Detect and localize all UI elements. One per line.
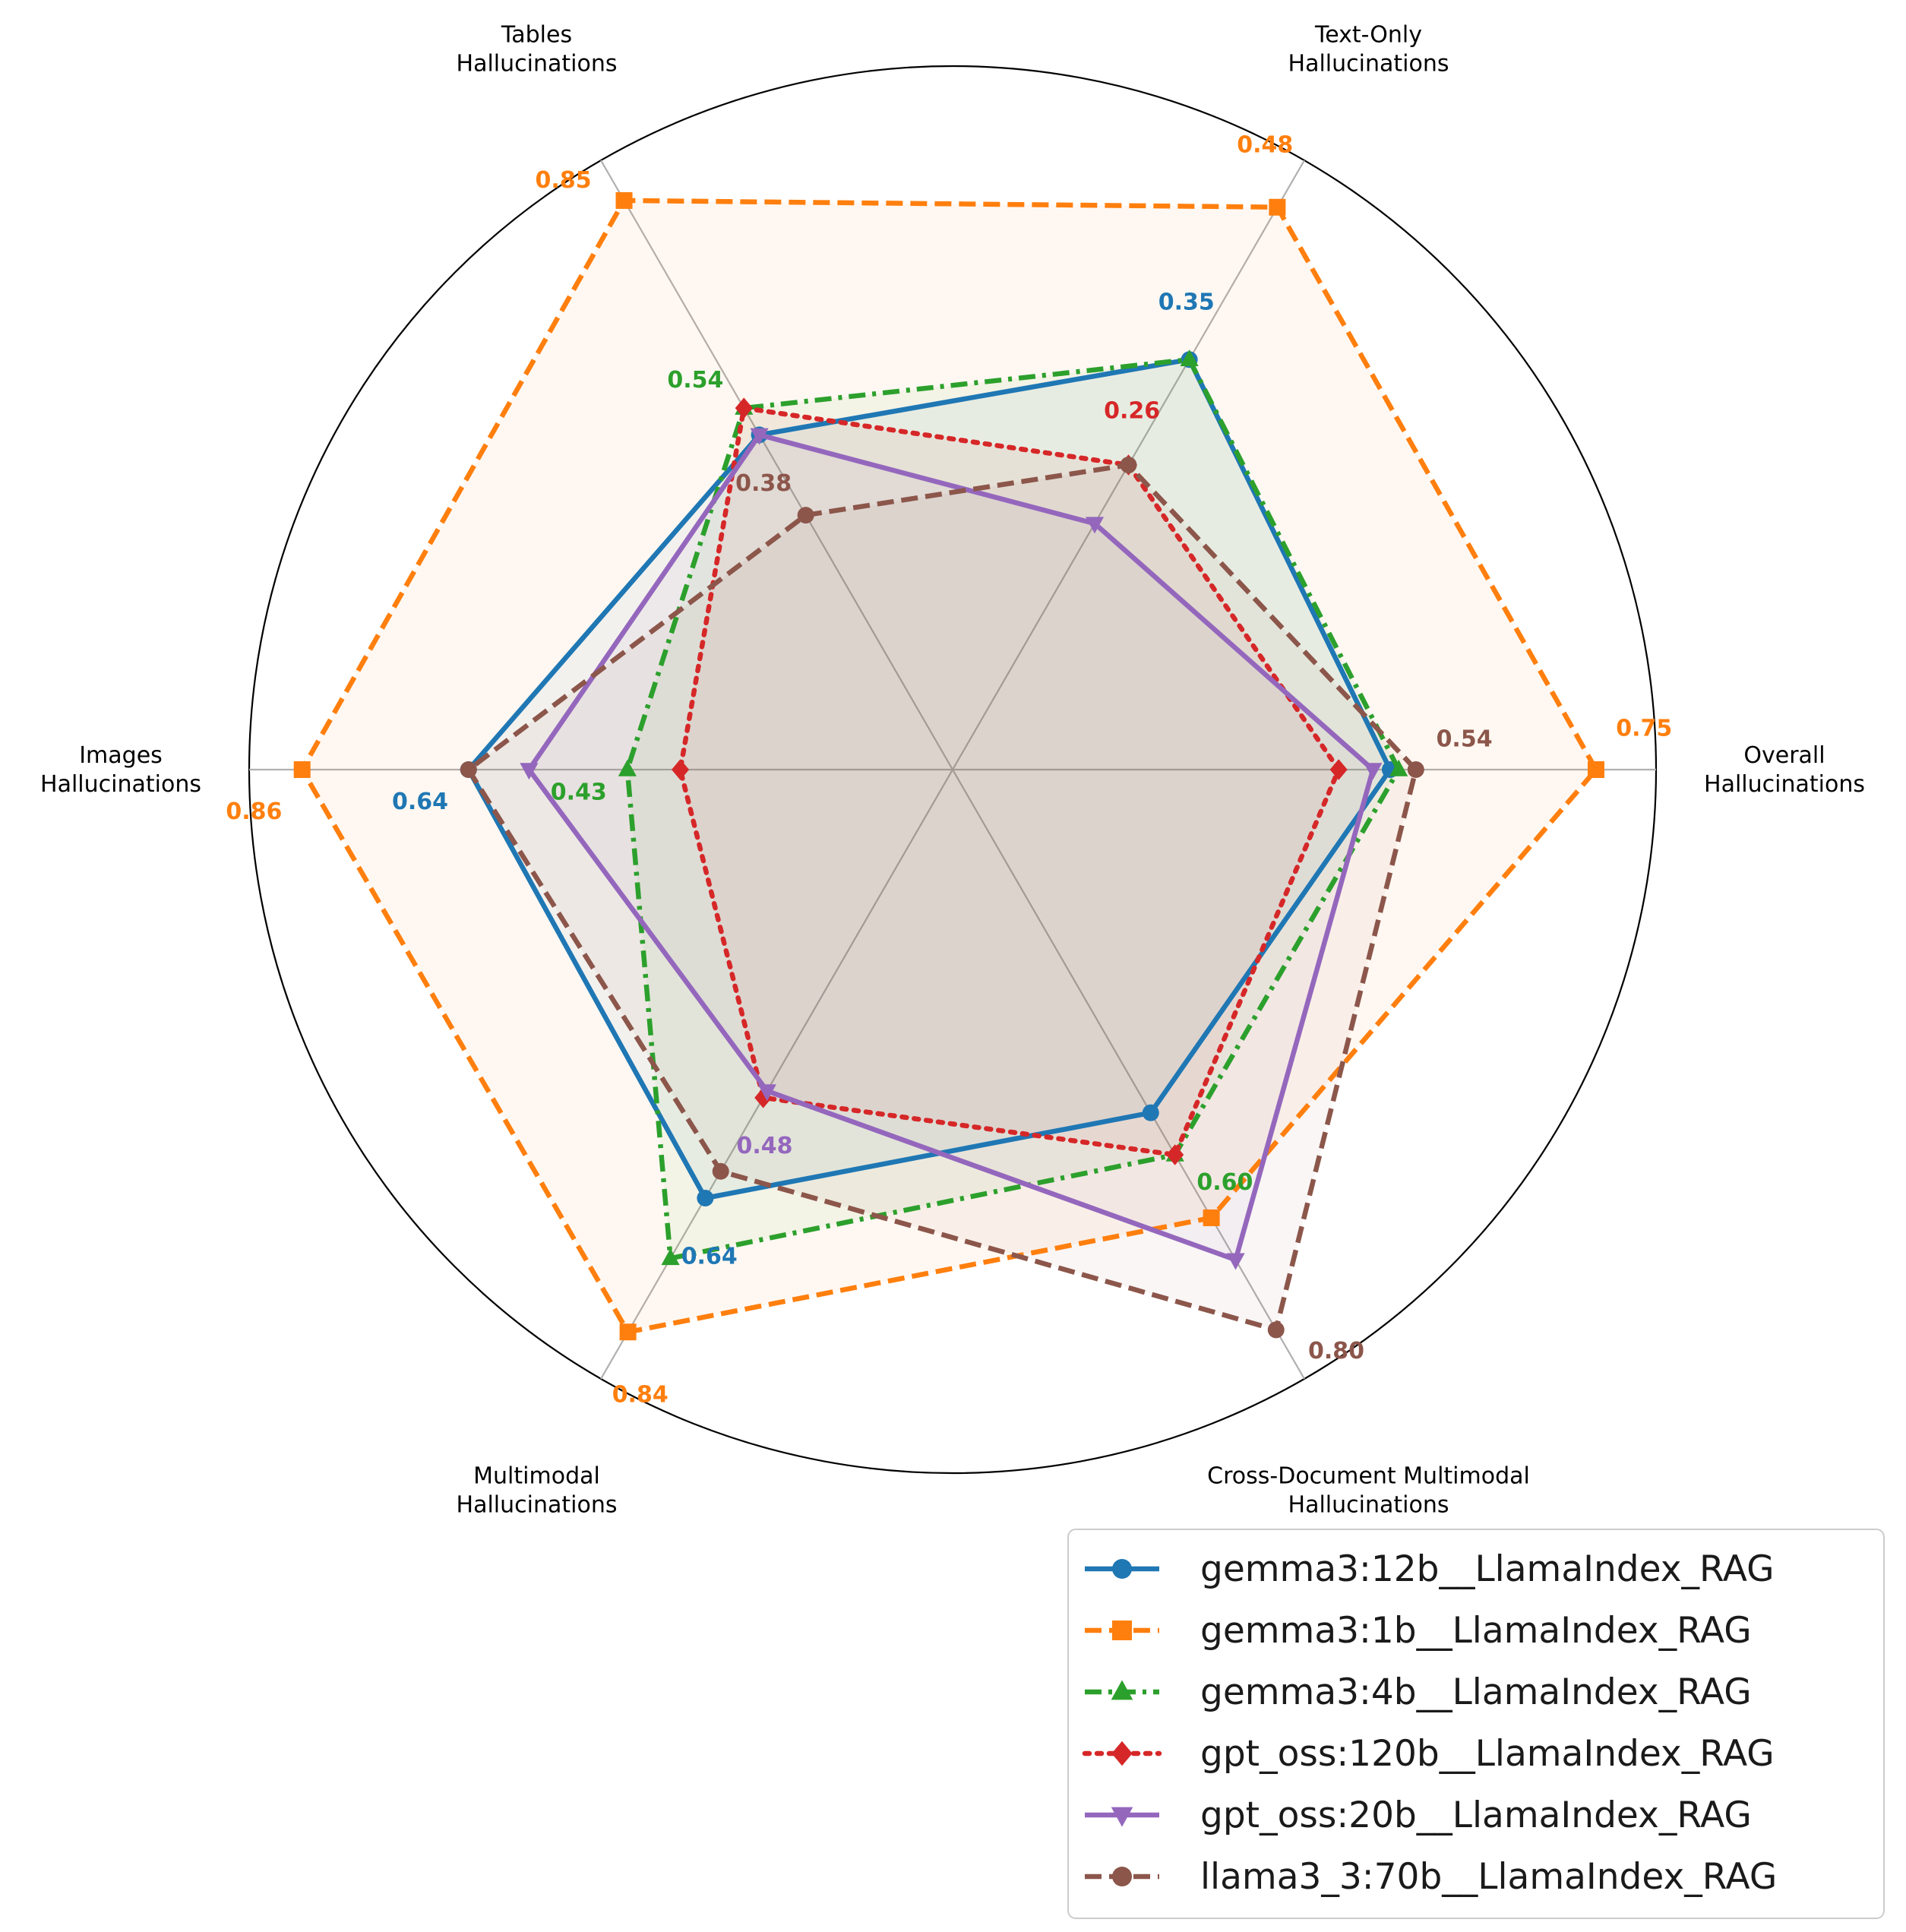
annotation-15: 0.60 <box>1196 1169 1253 1196</box>
annotation-0: 0.75 <box>1616 715 1672 741</box>
spoke-2 <box>600 160 953 770</box>
legend-entry-2: gemma3:4b__LlamaIndex_RAG <box>1200 1671 1752 1713</box>
series-4-point-3 <box>520 763 539 780</box>
axis-label-5: Cross-Document Multimodal Hallucinations <box>1207 1462 1530 1518</box>
series-5-point-3 <box>460 761 477 778</box>
annotation-4: 0.26 <box>1104 398 1160 425</box>
annotation-13: 0.48 <box>737 1133 793 1159</box>
annotation-2: 0.48 <box>1237 131 1293 158</box>
legend-marker-0 <box>1112 1559 1132 1579</box>
annotation-6: 0.54 <box>667 367 723 394</box>
series-1-point-4 <box>619 1323 637 1341</box>
series-3-point-3 <box>671 759 690 780</box>
legend-marker-3 <box>1111 1741 1133 1766</box>
legend-marker-5 <box>1112 1867 1132 1886</box>
series-1-point-1 <box>1269 198 1286 216</box>
series-3-point-0 <box>1329 759 1348 780</box>
series-4-point-2 <box>750 428 769 445</box>
series-1-point-0 <box>1587 761 1604 778</box>
series-5-point-2 <box>797 507 814 524</box>
series-5-point-5 <box>1267 1321 1285 1339</box>
series-2-point-1 <box>1180 349 1199 367</box>
series-5-point-0 <box>1407 761 1424 778</box>
series-2-point-4 <box>661 1248 680 1266</box>
series-4-point-0 <box>1364 763 1383 780</box>
annotation-8: 0.86 <box>226 798 282 825</box>
axis-label-3: Images Hallucinations <box>40 742 201 798</box>
legend-entry-5: llama3_3:70b__LlamaIndex_RAG <box>1200 1856 1777 1898</box>
series-fill-5 <box>468 465 1416 1330</box>
series-1-point-5 <box>1203 1209 1220 1226</box>
series-5-point-1 <box>1120 457 1137 474</box>
axis-label-0: Overall Hallucinations <box>1704 742 1865 798</box>
series-2-point-3 <box>618 759 637 776</box>
series-4-point-5 <box>1226 1253 1245 1270</box>
annotation-9: 0.64 <box>392 789 448 815</box>
series-fill-0 <box>468 359 1390 1199</box>
annotation-7: 0.38 <box>735 470 792 497</box>
legend-entry-0: gemma3:12b__LlamaIndex_RAG <box>1200 1548 1775 1590</box>
legend-marker-1 <box>1112 1621 1132 1640</box>
legend: gemma3:12b__LlamaIndex_RAG gemma3:1b__Lla… <box>1067 1529 1885 1919</box>
legend-entry-1: gemma3:1b__LlamaIndex_RAG <box>1200 1610 1752 1652</box>
series-0-point-5 <box>1142 1104 1159 1121</box>
annotation-11: 0.84 <box>612 1382 669 1409</box>
annotation-5: 0.85 <box>536 167 592 194</box>
series-4-point-1 <box>1085 517 1105 534</box>
series-0-point-4 <box>697 1190 714 1207</box>
series-4-point-4 <box>757 1084 776 1102</box>
legend-entry-4: gpt_oss:20b__LlamaIndex_RAG <box>1200 1794 1752 1836</box>
series-5-point-4 <box>712 1162 729 1180</box>
annotation-3: 0.35 <box>1158 289 1215 315</box>
axis-label-2: Tables Hallucinations <box>457 22 618 77</box>
series-3-point-2 <box>735 397 753 419</box>
annotation-10: 0.43 <box>551 779 607 806</box>
axis-label-1: Text-Only Hallucinations <box>1288 22 1449 77</box>
spoke-4 <box>600 769 953 1380</box>
annotation-14: 0.80 <box>1308 1338 1364 1364</box>
axis-label-4: Multimodal Hallucinations <box>457 1462 618 1518</box>
series-1-point-3 <box>293 761 311 778</box>
annotation-12: 0.64 <box>681 1244 738 1270</box>
series-2-point-0 <box>1389 759 1408 776</box>
legend-marker-4 <box>1111 1807 1133 1827</box>
series-1-point-2 <box>615 191 633 209</box>
legend-box <box>1067 1529 1885 1919</box>
legend-marker-2 <box>1111 1680 1133 1700</box>
annotation-1: 0.54 <box>1437 726 1493 753</box>
series-3-point-5 <box>1166 1144 1184 1165</box>
spoke-5 <box>952 769 1305 1380</box>
legend-entry-3: gpt_oss:120b__LlamaIndex_RAG <box>1200 1733 1775 1775</box>
